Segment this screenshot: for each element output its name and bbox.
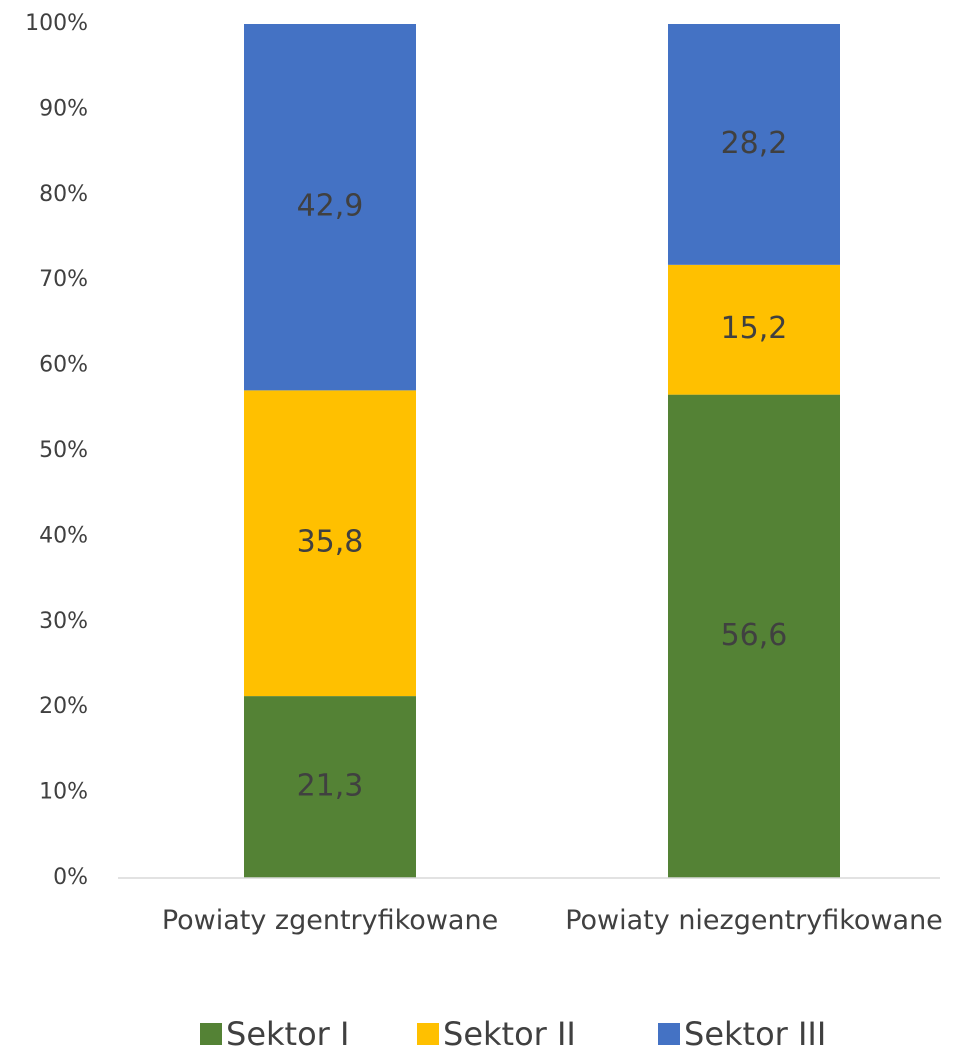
bar-segment xyxy=(244,390,416,697)
x-tick-label: Powiaty niezgentryfikowane xyxy=(565,905,943,936)
y-tick-label: 20% xyxy=(39,694,88,719)
legend-swatch xyxy=(658,1023,680,1045)
value-label: 35,8 xyxy=(297,525,364,560)
bar-segment xyxy=(668,24,840,265)
y-tick-label: 40% xyxy=(39,523,88,548)
legend-label: Sektor III xyxy=(684,1015,826,1053)
x-tick-label: Powiaty zgentryfikowane xyxy=(161,905,499,936)
legend-label: Sektor I xyxy=(226,1015,349,1053)
y-tick-label: 30% xyxy=(39,609,88,634)
legend-swatch xyxy=(417,1023,439,1045)
y-tick-label: 10% xyxy=(39,780,88,805)
bar-segment xyxy=(244,696,416,878)
value-label: 21,3 xyxy=(297,769,364,804)
y-tick-label: 60% xyxy=(39,353,88,378)
y-tick-label: 50% xyxy=(39,438,88,463)
bar-segment xyxy=(668,394,840,878)
y-tick-label: 80% xyxy=(39,182,88,207)
value-label: 28,2 xyxy=(721,126,788,161)
value-label: 42,9 xyxy=(297,189,364,224)
bar-segment xyxy=(244,24,416,391)
y-tick-label: 0% xyxy=(53,865,88,890)
y-tick-label: 90% xyxy=(39,96,88,121)
legend-swatch xyxy=(200,1023,222,1045)
legend-label: Sektor II xyxy=(443,1015,576,1053)
y-tick-label: 100% xyxy=(25,11,88,36)
y-tick-label: 70% xyxy=(39,267,88,292)
value-label: 56,6 xyxy=(721,618,788,653)
bar-segment xyxy=(668,264,840,395)
value-label: 15,2 xyxy=(721,311,788,346)
